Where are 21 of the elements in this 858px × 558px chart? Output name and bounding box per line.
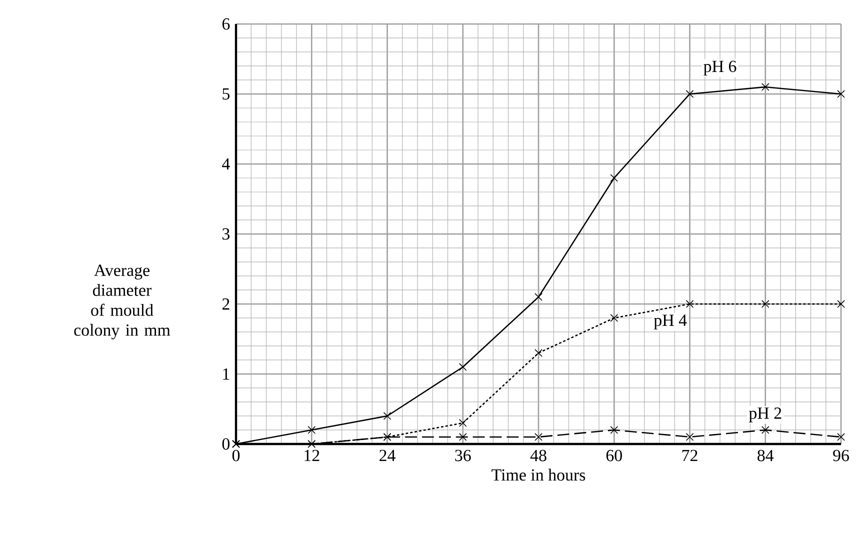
y-tick-label: 3 [222, 228, 230, 240]
series-label: pH 6 [704, 60, 736, 76]
x-tick-label: 48 [530, 450, 546, 462]
x-tick-label: 72 [682, 450, 698, 462]
x-tick-label: 84 [758, 450, 774, 462]
y-tick-label: 1 [223, 368, 230, 380]
x-tick-label: 24 [380, 450, 396, 462]
x-tick-label: 12 [304, 450, 320, 462]
y-axis-title: Average diameter of mould colony in mm [74, 264, 170, 340]
y-tick-label: 6 [222, 18, 230, 30]
y-tick-label: 5 [222, 88, 230, 100]
x-axis-title: Time in hours [492, 468, 586, 481]
series-label: pH 2 [748, 407, 782, 422]
series-label: pH 4 [654, 314, 687, 330]
y-tick-label: 4 [222, 158, 230, 170]
x-tick-label: 36 [455, 450, 471, 462]
x-tick-label: 96 [833, 450, 849, 462]
x-tick-label: 0 [232, 450, 240, 462]
x-tick-label: 60 [606, 450, 622, 462]
y-tick-label: 0 [222, 438, 230, 450]
y-tick-label: 2 [222, 298, 230, 310]
